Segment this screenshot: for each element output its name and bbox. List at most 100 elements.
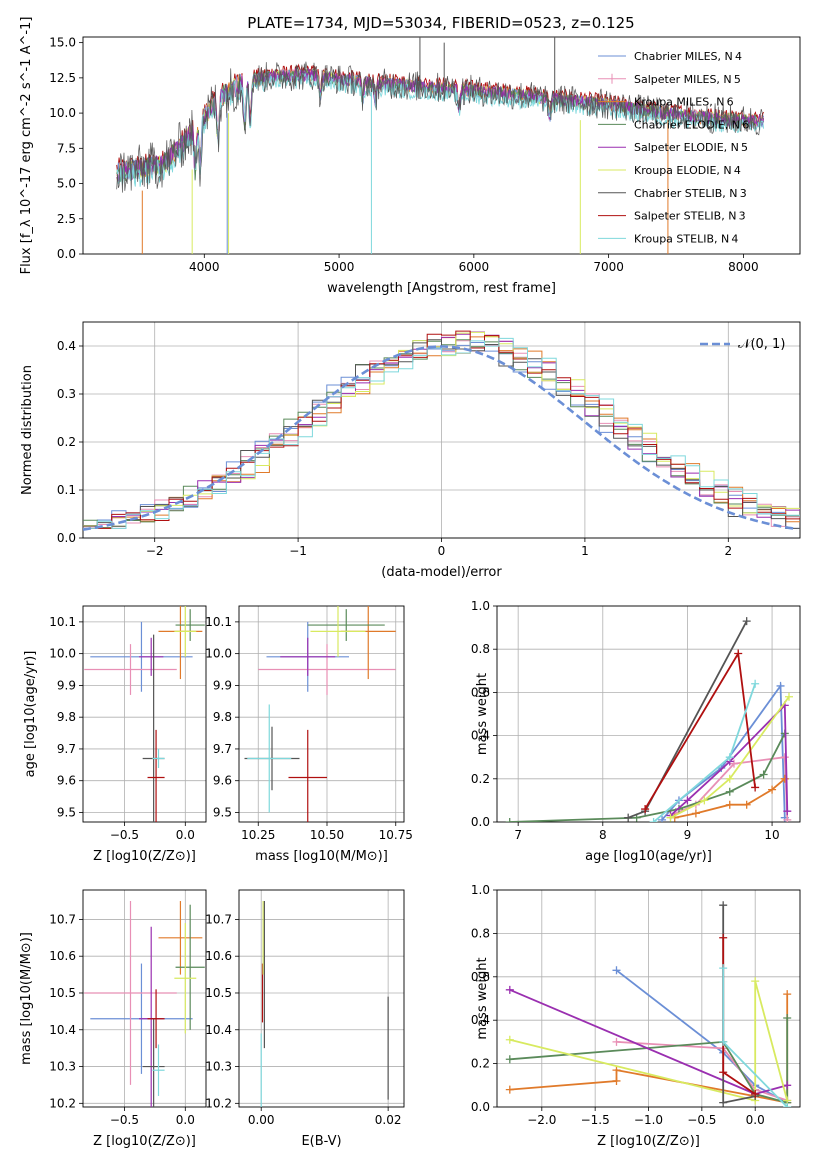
weight_vs_Z-xtick-label: −2.0 — [527, 1113, 556, 1127]
age_vs_Z-xlabel: Z [log10(Z/Z⊙)] — [93, 849, 196, 864]
weight_vs_age-point-marker — [780, 753, 789, 762]
weight_vs_Z-point-marker — [719, 1098, 728, 1107]
weight_vs_Z-ytick-label: 1.0 — [471, 883, 490, 897]
weight_vs_age-xtick-label: 7 — [514, 828, 522, 842]
mass_vs_ebv-ytick-label: 10.2 — [205, 1096, 232, 1110]
age_vs_Z-plot — [84, 606, 205, 822]
weight_vs_Z-xtick-label: −1.0 — [634, 1113, 663, 1127]
mass_vs_Z-ytick-label: 10.6 — [49, 949, 76, 963]
weight_vs_Z-point-marker — [783, 1014, 792, 1023]
weight_vs_Z-point-marker — [719, 1068, 728, 1077]
weight_vs_Z-xtick-label: −1.5 — [581, 1113, 610, 1127]
age_vs_mass-ytick-label: 10.0 — [205, 647, 232, 661]
weight_vs_age-series-line — [670, 756, 789, 820]
mass_vs_ebv-xtick-label: 0.00 — [248, 1113, 275, 1127]
legend-label: Chabrier ELODIE, N 6 — [634, 118, 749, 131]
mass_vs_ebv-ytick-label: 10.3 — [205, 1060, 232, 1074]
weight_vs_Z-ylabel: mass weight — [475, 957, 490, 1039]
weight_vs_Z-point-marker — [505, 1035, 514, 1044]
mass_vs_Z-axes: −0.5 0.0 10.2 10.3 10.4 10.5 10.6 10.7 Z [log10(… — [19, 889, 207, 1149]
age_vs_mass-xlabel: mass [log10(M/M⊙)] — [255, 849, 388, 864]
spectrum-axes: 4000 5000 6000 7000 8000 0.0 2.5 5.0 7.5 10.0 12.5… — [19, 17, 801, 296]
legend-label: Chabrier STELIB, N 3 — [634, 187, 747, 200]
weight_vs_age-xtick-label: 10 — [764, 828, 779, 842]
age_vs_Z-ytick-label: 9.5 — [57, 805, 76, 819]
weight_vs_Z-point-marker — [719, 964, 728, 973]
weight_vs_age-point-marker — [783, 807, 792, 816]
spectrum-ytick-label: 12.5 — [49, 71, 76, 85]
age_vs_mass-xtick-label: 10.50 — [310, 828, 344, 842]
weight_vs_age-point-marker — [666, 813, 675, 822]
age_vs_Z-xtick-label: −0.5 — [110, 828, 139, 842]
mass_vs_Z-xlabel: Z [log10(Z/Z⊙)] — [93, 1134, 196, 1149]
normal-legend-label: 𝒩(0, 1) — [738, 337, 785, 352]
mass_vs_ebv-ytick-label: 10.7 — [205, 912, 232, 926]
weight_vs_Z-point-marker — [612, 966, 621, 975]
weight_vs_Z-series-line — [722, 905, 756, 1104]
weight_vs_Z-plot — [505, 901, 792, 1107]
age_vs_mass-ytick-label: 9.5 — [213, 805, 232, 819]
weight_vs_age-point-marker — [725, 753, 734, 762]
spectrum-xtick-label: 8000 — [728, 260, 759, 274]
weight_vs_age-point-marker — [742, 617, 751, 626]
mass_vs_ebv-xlabel: E(B-V) — [301, 1134, 341, 1149]
weight_vs_Z-point-marker — [751, 977, 760, 986]
mass_vs_Z-ytick-label: 10.2 — [49, 1096, 76, 1110]
age_vs_Z-ytick-label: 9.7 — [57, 742, 76, 756]
weight_vs_Z-point-marker — [505, 985, 514, 994]
weight_vs_age-point-marker — [729, 759, 738, 768]
legend-label: Chabrier MILES, N 4 — [634, 50, 742, 63]
spectrum-ytick-label: 0.0 — [57, 247, 76, 261]
legend-label: Salpeter MILES, N 5 — [634, 73, 741, 86]
age_vs_Z-ytick-label: 9.9 — [57, 678, 76, 692]
spectrum-xtick-label: 7000 — [593, 260, 624, 274]
legend-label: Kroupa STELIB, N 4 — [634, 232, 738, 245]
weight_vs_age-series-line — [674, 778, 786, 819]
weight_vs_age-point-marker — [683, 796, 692, 805]
spectrum-ytick-label: 7.5 — [57, 141, 76, 155]
weight_vs_age-point-marker — [725, 787, 734, 796]
weight_vs_Z-series-line — [509, 980, 789, 1102]
mass_vs_ebv-axes: 0.00 0.02 10.2 10.3 10.4 10.5 10.6 10.7 E(B-V) — [205, 889, 405, 1149]
legend-label: Salpeter ELODIE, N 5 — [634, 141, 748, 154]
age_vs_Z-ytick-label: 10.0 — [49, 647, 76, 661]
weight_vs_age-ytick-label: 0.4 — [471, 729, 490, 743]
weight_vs_age-point-marker — [700, 796, 709, 805]
age_vs_mass-ytick-label: 10.1 — [205, 615, 232, 629]
weight_vs_age-plot — [505, 617, 793, 822]
weight_vs_age-xtick-label: 9 — [684, 828, 692, 842]
weight_vs_age-ylabel: mass weight — [475, 673, 490, 755]
spectrum-xtick-label: 6000 — [459, 260, 490, 274]
weight_vs_age-point-marker — [649, 818, 658, 822]
weight_vs_age-point-marker — [725, 800, 734, 809]
spectrum-xtick-label: 5000 — [324, 260, 355, 274]
spectrum-ytick-label: 2.5 — [57, 212, 76, 226]
weight_vs_Z-axes: −2.0 −1.5 −1.0 −0.5 0.0 0.0 0.2 0.4 0.6 0.8 1.0 Z [… — [471, 883, 801, 1149]
mass_vs_ebv-xtick-label: 0.02 — [375, 1113, 402, 1127]
age_vs_mass-xtick-label: 10.25 — [241, 828, 275, 842]
weight_vs_Z-point-marker — [751, 1089, 760, 1098]
legend-label: Kroupa MILES, N 6 — [634, 96, 734, 109]
age_vs_mass-ytick-label: 9.8 — [213, 710, 232, 724]
residuals-ylabel: Normed distribution — [20, 365, 35, 495]
weight_vs_Z-point-marker — [783, 1103, 792, 1107]
residuals-ytick-label: 0.4 — [57, 339, 76, 353]
weight_vs_age-point-marker — [641, 805, 650, 814]
weight_vs_age-point-marker — [776, 681, 785, 690]
age_vs_mass-ytick-label: 9.6 — [213, 774, 232, 788]
weight_vs_age-xlabel: age [log10(age/yr)] — [585, 849, 712, 864]
weight_vs_age-ytick-label: 0.0 — [471, 815, 490, 829]
weight_vs_age-point-marker — [768, 785, 777, 794]
weight_vs_age-point-marker — [505, 818, 514, 822]
spectrum-frame — [82, 36, 801, 255]
age_vs_Z-ytick-label: 10.1 — [49, 615, 76, 629]
age_vs_mass-frame — [238, 605, 405, 823]
age_vs_Z-axes: −0.5 0.0 9.5 9.6 9.7 9.8 9.9 10.0 10.1 Z [log10(Z… — [23, 605, 207, 864]
age_vs_mass-ytick-label: 9.9 — [213, 678, 232, 692]
spectrum-ytick-label: 5.0 — [57, 177, 76, 191]
weight_vs_age-point-marker — [691, 809, 700, 818]
weight_vs_age-point-marker — [759, 770, 768, 779]
mass_vs_ebv-ytick-label: 10.5 — [205, 986, 232, 1000]
weight_vs_Z-ytick-label: 0.2 — [471, 1057, 490, 1071]
residual-histogram-kroupa-stelib — [83, 337, 800, 529]
